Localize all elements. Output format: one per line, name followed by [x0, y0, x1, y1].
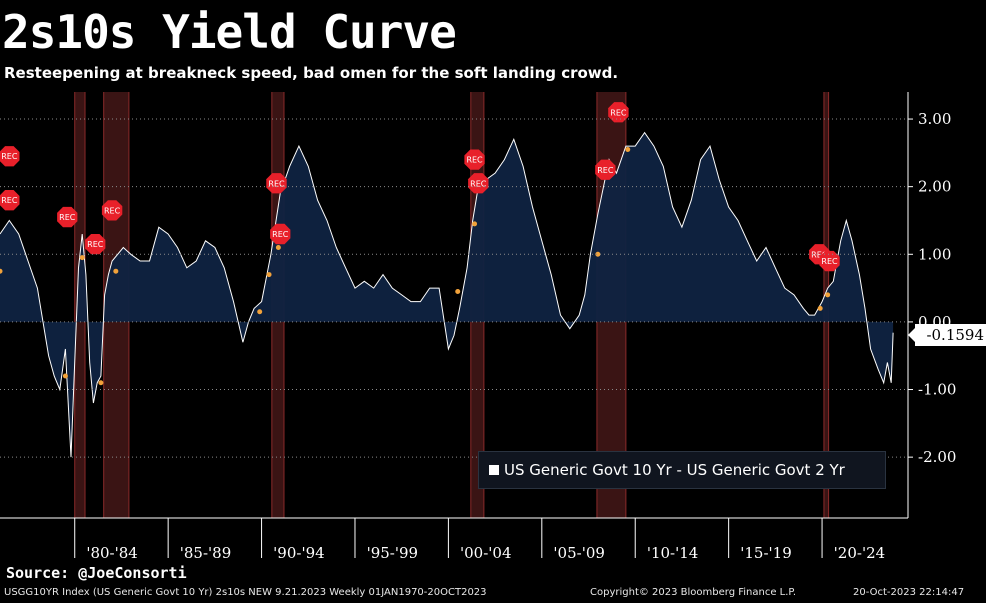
footer-index-info: USGG10YR Index (US Generic Govt 10 Yr) 2… [4, 587, 487, 598]
event-dot [0, 268, 3, 274]
event-dot [113, 268, 119, 274]
legend: US Generic Govt 10 Yr - US Generic Govt … [478, 451, 886, 489]
x-tick-label: '15-'19 [740, 544, 792, 562]
rec-marker: REC [0, 146, 20, 167]
rec-marker-label: REC [466, 156, 483, 165]
rec-marker: REC [270, 223, 291, 245]
x-tick-label: '80-'84 [86, 544, 138, 562]
series-line [0, 131, 894, 458]
event-dot [257, 309, 263, 315]
legend-label: US Generic Govt 10 Yr - US Generic Govt … [504, 461, 845, 479]
y-tick-label: 1.00 [918, 245, 951, 263]
rec-marker: REC [0, 190, 20, 211]
rec-marker-shape [57, 206, 78, 228]
rec-marker: REC [819, 250, 840, 272]
event-dot [266, 272, 272, 278]
x-axis: '80-'84 '85-'89 '90-'94 '95-'99 '00-'04 '05-'… [0, 517, 908, 562]
source-credit: Source: @JoeConsorti [6, 564, 187, 582]
rec-marker: REC [608, 102, 629, 123]
rec-marker-shape [101, 200, 123, 221]
area-fill [0, 132, 894, 458]
rec-marker-shape [595, 159, 616, 180]
event-dot [455, 288, 461, 294]
rec-marker-shape [464, 149, 485, 170]
y-tick-label: 3.00 [918, 110, 951, 128]
rec-marker: REC [266, 173, 287, 194]
x-tick-label: '90-'94 [273, 544, 325, 562]
last-value-tag: -0.1594 [908, 324, 986, 346]
event-dot [98, 380, 104, 386]
rec-marker-shape [468, 173, 489, 194]
last-value-text: -0.1594 [926, 326, 984, 344]
rec-marker: REC [85, 234, 106, 255]
rec-marker-label: REC [811, 250, 828, 259]
rec-marker-shape [608, 102, 629, 123]
event-dot [62, 373, 68, 379]
rec-marker-label: REC [821, 257, 838, 266]
x-tick-label: '10-'14 [647, 544, 699, 562]
y-tick-label: -2.00 [918, 448, 956, 466]
rec-marker-shape [0, 146, 20, 167]
area-series [0, 131, 894, 458]
rec-marker-label: REC [272, 230, 289, 239]
rec-marker-shape [819, 250, 840, 272]
rec-marker-label: REC [1, 152, 18, 161]
rec-marker: REC [468, 173, 489, 194]
y-tick-label: 2.00 [918, 178, 951, 196]
x-tick-label: '95-'99 [367, 544, 419, 562]
y-tick-label: -1.00 [918, 381, 956, 399]
x-tick-label: '05-'09 [553, 544, 605, 562]
x-tick-label: '20-'24 [834, 544, 886, 562]
chart-subtitle: Resteepening at breakneck speed, bad ome… [4, 64, 619, 82]
rec-marker-shape [0, 190, 20, 211]
rec-marker: REC [101, 200, 123, 221]
legend-swatch [489, 465, 499, 475]
chart-title: 2s10s Yield Curve [2, 5, 457, 59]
event-dot [79, 255, 85, 261]
rec-marker-label: REC [268, 179, 285, 188]
rec-marker-label: REC [610, 108, 627, 117]
y-axis: 3.002.001.000.00-1.00-2.00 [907, 92, 956, 518]
event-dot [625, 146, 631, 152]
rec-marker-label: REC [87, 240, 104, 249]
rec-marker: REC [595, 159, 616, 180]
event-dot [595, 251, 601, 257]
event-dot [275, 245, 281, 251]
rec-marker-shape [85, 234, 106, 255]
rec-marker-label: REC [1, 196, 18, 205]
rec-marker: REC [464, 149, 485, 170]
rec-marker-label: REC [470, 179, 487, 188]
footer-timestamp: 20-Oct-2023 22:14:47 [853, 587, 965, 598]
rec-marker-label: REC [104, 206, 121, 215]
event-dot [817, 305, 823, 311]
rec-marker: REC [57, 206, 78, 228]
x-tick-label: '00-'04 [460, 544, 512, 562]
rec-marker-label: REC [59, 213, 76, 222]
rec-marker-shape [266, 173, 287, 194]
rec-marker-label: REC [597, 166, 614, 175]
event-dot [825, 292, 831, 298]
rec-marker-shape [270, 223, 291, 245]
footer-copyright: Copyright© 2023 Bloomberg Finance L.P. [590, 587, 797, 598]
event-dot [472, 221, 478, 227]
x-tick-label: '85-'89 [180, 544, 232, 562]
